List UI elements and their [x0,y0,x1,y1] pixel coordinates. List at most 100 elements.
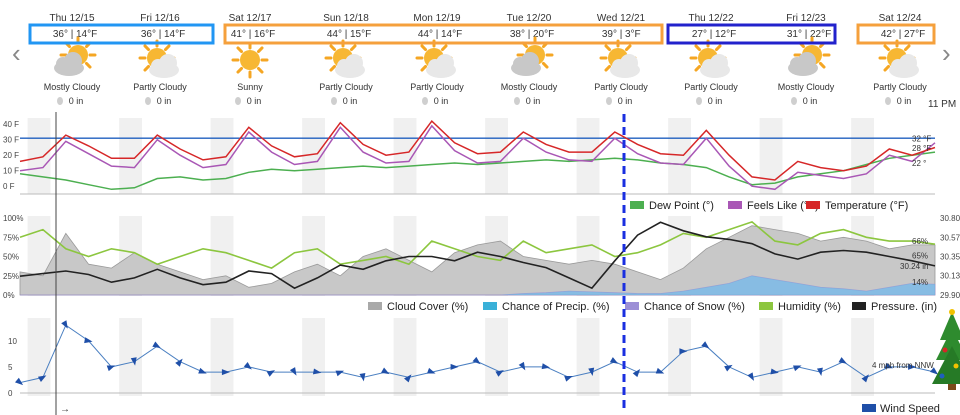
wind-direction-arrow [609,357,619,364]
pressure-line [19,221,936,290]
legend-label: Feels Like (°F) [747,200,819,212]
legend-label: Dew Point (°) [649,200,714,212]
sun-ray [694,44,702,52]
forecast-day: Fri 12/16 36° | 14°F Partly Cloudy 0 in [133,13,187,106]
night-band [119,318,142,396]
sun-ray [903,44,911,52]
day-high-temp: 27° [692,29,707,40]
wind-direction-arrow [908,363,917,370]
night-band [27,118,51,194]
humidity-line [19,220,936,269]
legend-swatch [759,302,773,310]
sun-ray [604,44,612,52]
wind-direction-arrow [359,372,366,382]
sky-tick-label: 0% [3,291,15,300]
day-precip: 0 in [343,96,358,106]
night-band [210,118,234,194]
pressure-tick-label: 29.90 [940,291,960,300]
current-time-arrow: → [60,404,70,415]
sky-panel: 100% 75% 50% 25% 0% 30.80 30.57 30.35 30.13 29.90… [3,214,960,313]
prev-arrow-button[interactable]: ‹ [12,38,21,68]
temperature-tick-label: 40 F [3,120,19,129]
night-band [119,118,142,194]
legend-swatch [630,201,644,209]
wind-direction-arrow [679,348,688,355]
day-temp-divider: | [710,29,713,40]
cloud-icon [788,52,818,76]
night-band [668,118,691,194]
temperature-tick-label: 10 F [3,167,19,176]
sun-ray [420,64,428,72]
pressure-tick-label: 30.13 [940,271,960,280]
sun-ray [694,64,702,72]
sun-ray [143,64,151,72]
day-condition: Partly Cloudy [684,82,738,92]
forecast-day: Thu 12/22 27° | 12°F Partly Cloudy 0 in [684,13,738,106]
wind-direction-arrow [701,341,710,349]
legend-swatch [483,302,497,310]
day-precip: 0 in [897,96,912,106]
day-date: Fri 12/23 [786,13,826,24]
cloud-icon [426,54,456,78]
day-condition: Partly Cloudy [410,82,464,92]
cloud-cover-area [19,225,936,296]
cloud-part [159,54,177,72]
raindrop-icon [235,97,241,105]
day-high-temp: 44° [418,29,433,40]
wind-speed-line [19,324,936,384]
day-high-temp: 39° [602,29,617,40]
temperature-end-label: 32 °F [912,135,931,144]
sky-end-label: 65% [912,252,928,261]
wind-direction-arrow [312,368,322,375]
sun-ray [440,44,448,52]
sun-ray [420,44,428,52]
wind-direction-arrow [221,369,230,376]
day-low-temp: 20°F [533,29,554,40]
day-precip: 0 in [708,96,723,106]
wind-direction-arrow [266,370,276,377]
wind-direction-arrow [816,367,823,377]
forecast-day: Fri 12/23 31° | 22°F Mostly Cloudy 0 in [778,13,835,106]
wind-direction-arrow [15,377,24,386]
next-arrow-button[interactable]: › [942,38,951,68]
wind-direction-arrow [106,365,116,372]
legend-label: Wind Speed [880,403,940,415]
sun-ray [883,64,891,72]
cloud-part [899,54,917,72]
raindrop-icon [331,97,337,105]
temperature-end-label: 22 ° [912,159,926,168]
raindrop-icon [885,97,891,105]
day-date: Sun 12/18 [323,13,369,24]
raindrop-icon [791,97,797,105]
cloud-icon [335,54,365,78]
sun-ray [163,44,171,52]
day-temp-divider: | [805,29,808,40]
wind-tick-label: 5 [8,363,13,372]
day-date: Thu 12/15 [49,13,94,24]
day-precip: 0 in [618,96,633,106]
day-condition: Partly Cloudy [133,82,187,92]
cloud-icon [889,54,919,78]
day-temp-divider: | [620,29,623,40]
wind-direction-arrow [404,374,412,383]
wind-direction-arrow [564,375,573,382]
day-condition: Mostly Cloudy [501,82,558,92]
night-band [302,118,325,194]
day-date: Tue 12/20 [507,13,552,24]
sun-ray [84,61,92,69]
forecast-day: Mon 12/19 44° | 14°F Partly Cloudy 0 in [410,13,464,106]
night-band [668,318,691,396]
temperature-tick-label: 30 F [3,136,19,145]
sun-ray [143,44,151,52]
wind-direction-arrow [37,375,47,382]
sun-ray [818,61,826,69]
wind-direction-arrow [335,370,345,377]
day-temp-divider: | [436,29,439,40]
temperature-panel: 40 F 30 F 20 F 10 F 0 F 32 °F28 °F 22 ° Dew Poi… [3,119,936,212]
sun-ray [714,44,722,52]
sun-ray [349,44,357,52]
day-temp-divider: | [249,29,252,40]
forecast-day: Tue 12/20 38° | 20°F Mostly Cloudy 0 in [501,13,558,106]
day-temp-divider: | [528,29,531,40]
